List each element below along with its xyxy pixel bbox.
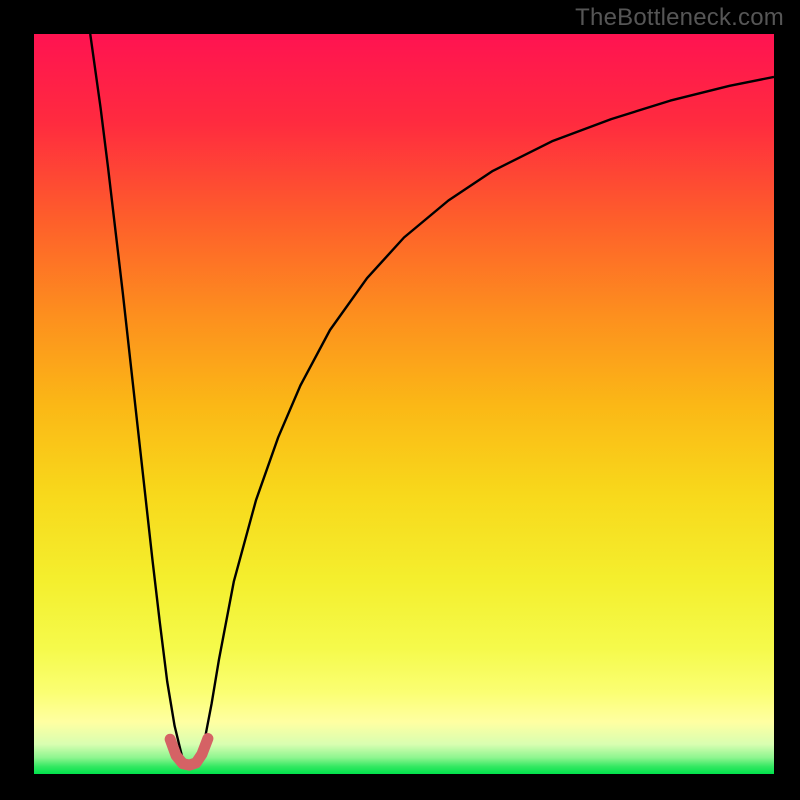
gradient-background xyxy=(34,34,774,774)
watermark-text: TheBottleneck.com xyxy=(575,4,784,32)
plot-area xyxy=(34,34,774,774)
plot-svg xyxy=(34,34,774,774)
